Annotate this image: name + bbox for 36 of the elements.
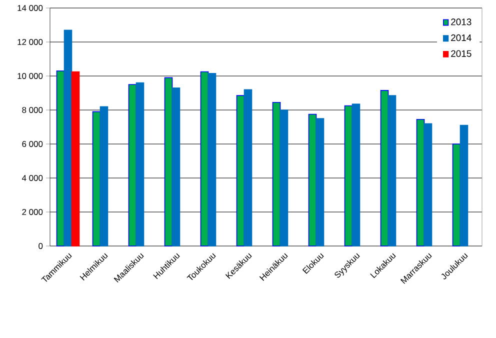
y-tick-label: 14 000 bbox=[18, 5, 43, 11]
bar bbox=[280, 110, 288, 246]
bar bbox=[56, 70, 65, 246]
bar bbox=[416, 118, 425, 246]
y-tick-label: 0 bbox=[38, 243, 43, 249]
legend-label: 2014 bbox=[451, 34, 472, 42]
bar bbox=[452, 144, 461, 246]
bar bbox=[460, 124, 468, 246]
y-tick-label: 12 000 bbox=[18, 39, 43, 45]
bar bbox=[200, 71, 209, 246]
y-tick-label: 6 000 bbox=[22, 141, 43, 147]
bar bbox=[128, 84, 137, 246]
bar bbox=[344, 105, 353, 246]
bar bbox=[236, 95, 245, 246]
bar bbox=[164, 77, 173, 246]
bar bbox=[272, 102, 281, 246]
bar bbox=[424, 123, 432, 246]
bar bbox=[136, 82, 144, 246]
bar bbox=[316, 118, 324, 246]
bar bbox=[352, 104, 360, 246]
bar bbox=[208, 73, 216, 246]
y-tick-label: 10 000 bbox=[18, 73, 43, 79]
y-tick-label: 4 000 bbox=[22, 175, 43, 181]
legend-label: 2015 bbox=[451, 50, 472, 57]
bar bbox=[308, 114, 317, 246]
bar bbox=[388, 95, 396, 246]
y-tick-label: 2 000 bbox=[22, 209, 43, 215]
legend-label: 2013 bbox=[451, 18, 472, 26]
bar bbox=[92, 111, 101, 246]
bar bbox=[100, 106, 108, 246]
bar bbox=[64, 30, 72, 246]
y-tick-label: 8 000 bbox=[22, 107, 43, 113]
bar bbox=[380, 90, 389, 246]
bar bbox=[172, 88, 180, 246]
bar bbox=[71, 71, 80, 246]
bar bbox=[244, 89, 252, 246]
